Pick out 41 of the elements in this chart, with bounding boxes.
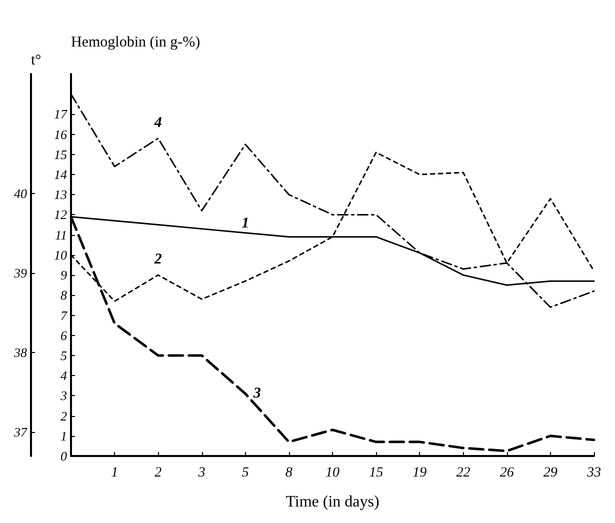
y2-tick-label: 37 bbox=[13, 424, 28, 440]
x-tick-label: 22 bbox=[456, 466, 470, 480]
x-axis-title: Time (in days) bbox=[286, 494, 380, 510]
x-tick-label: 19 bbox=[412, 466, 427, 480]
y-tick-label: 5 bbox=[60, 348, 68, 363]
y2-tick-label: 39 bbox=[13, 265, 28, 280]
series-label: 4 bbox=[153, 114, 162, 131]
x-tick-label: 2 bbox=[154, 466, 162, 480]
y-tick-label: 3 bbox=[60, 388, 68, 404]
series-label: 3 bbox=[252, 386, 262, 402]
x-tick-label: 10 bbox=[326, 466, 340, 480]
y-tick-label: 14 bbox=[54, 167, 68, 182]
y2-axis-title: t° bbox=[31, 52, 42, 68]
y-tick-label: 0 bbox=[60, 448, 68, 464]
y-tick-label: 16 bbox=[54, 126, 68, 142]
x-tick-label: 26 bbox=[500, 466, 514, 480]
y-tick-label: 6 bbox=[60, 328, 68, 343]
y2-tick-label: 38 bbox=[13, 345, 28, 360]
y-tick-label: 11 bbox=[54, 227, 67, 242]
y-tick-label: 10 bbox=[54, 247, 68, 262]
y-tick-label: 9 bbox=[60, 268, 68, 283]
x-tick-label: 33 bbox=[586, 466, 601, 480]
x-tick-label: 3 bbox=[197, 466, 206, 480]
y-tick-label: 8 bbox=[60, 288, 68, 303]
x-tick-label: 29 bbox=[543, 466, 558, 480]
y-tick-label: 17 bbox=[54, 106, 68, 122]
y2-tick-label: 40 bbox=[14, 186, 28, 201]
series-label: 2 bbox=[153, 252, 162, 268]
y-tick-label: 12 bbox=[54, 207, 68, 222]
y-tick-label: 2 bbox=[60, 408, 68, 424]
y-tick-label: 15 bbox=[54, 146, 68, 162]
x-tick-label: 1 bbox=[111, 466, 118, 480]
y-tick-label: 4 bbox=[60, 368, 68, 384]
x-tick-label: 8 bbox=[285, 466, 292, 480]
x-tick-label: 15 bbox=[369, 466, 384, 480]
y-tick-label: 1 bbox=[60, 428, 67, 444]
y-tick-label: 7 bbox=[60, 308, 68, 323]
y-tick-label: 13 bbox=[54, 187, 68, 202]
series-label: 1 bbox=[242, 215, 250, 232]
y-axis-title: Hemoglobin (in g-%) bbox=[71, 34, 200, 50]
x-tick-label: 5 bbox=[242, 466, 249, 480]
